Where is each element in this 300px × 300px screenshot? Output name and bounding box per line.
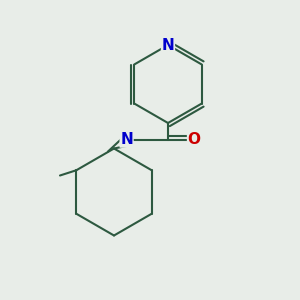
Text: N: N xyxy=(162,38,174,52)
Text: O: O xyxy=(188,132,201,147)
Text: N: N xyxy=(120,132,133,147)
